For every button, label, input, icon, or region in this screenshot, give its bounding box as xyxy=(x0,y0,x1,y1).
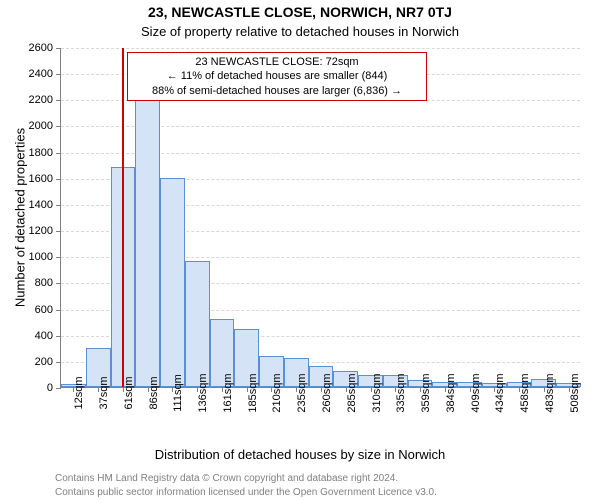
y-tickmark xyxy=(56,153,61,154)
y-tickmark xyxy=(56,388,61,389)
x-tick-label: 458sqm xyxy=(519,373,531,412)
y-tickmark xyxy=(56,231,61,232)
y-tick-label: 2600 xyxy=(29,42,53,54)
x-tick-label: 86sqm xyxy=(148,376,160,409)
x-tick-label: 136sqm xyxy=(197,373,209,412)
x-tick-label: 335sqm xyxy=(395,373,407,412)
y-tick-label: 2200 xyxy=(29,94,53,106)
infobox-line: ← 11% of detached houses are smaller (84… xyxy=(134,69,420,83)
y-tick-label: 2400 xyxy=(29,68,53,80)
infobox-line: 23 NEWCASTLE CLOSE: 72sqm xyxy=(134,55,420,69)
chart-subtitle: Size of property relative to detached ho… xyxy=(0,24,600,39)
y-axis-label: Number of detached properties xyxy=(13,58,28,378)
y-tick-label: 800 xyxy=(35,277,53,289)
x-tick-label: 409sqm xyxy=(470,373,482,412)
y-tick-label: 2000 xyxy=(29,120,53,132)
attribution-2: Contains public sector information licen… xyxy=(55,487,437,498)
x-tick-label: 508sqm xyxy=(569,373,581,412)
x-tick-label: 384sqm xyxy=(445,373,457,412)
x-tick-label: 260sqm xyxy=(321,373,333,412)
x-tick-label: 37sqm xyxy=(98,376,110,409)
gridline xyxy=(61,48,580,49)
x-tick-label: 235sqm xyxy=(296,373,308,412)
y-tick-label: 1200 xyxy=(29,225,53,237)
y-tickmark xyxy=(56,310,61,311)
y-tick-label: 1400 xyxy=(29,199,53,211)
y-tick-label: 1600 xyxy=(29,173,53,185)
y-tick-label: 200 xyxy=(35,356,53,368)
y-tick-label: 1000 xyxy=(29,251,53,263)
y-tick-label: 0 xyxy=(47,382,53,394)
x-tick-label: 111sqm xyxy=(172,374,184,412)
x-tick-label: 12sqm xyxy=(73,376,85,409)
y-tick-label: 400 xyxy=(35,330,53,342)
x-tick-label: 210sqm xyxy=(271,373,283,412)
x-tick-label: 161sqm xyxy=(222,373,234,412)
x-axis-label: Distribution of detached houses by size … xyxy=(0,447,600,462)
x-tick-label: 310sqm xyxy=(371,373,383,412)
plot-area: 0200400600800100012001400160018002000220… xyxy=(60,48,580,388)
y-tick-label: 1800 xyxy=(29,147,53,159)
x-tick-label: 434sqm xyxy=(494,373,506,412)
x-tick-label: 483sqm xyxy=(544,373,556,412)
y-tickmark xyxy=(56,74,61,75)
y-tickmark xyxy=(56,362,61,363)
y-tickmark xyxy=(56,257,61,258)
y-tick-label: 600 xyxy=(35,304,53,316)
chart-title: 23, NEWCASTLE CLOSE, NORWICH, NR7 0TJ xyxy=(0,4,600,20)
x-tick-label: 285sqm xyxy=(346,373,358,412)
y-tickmark xyxy=(56,48,61,49)
y-tickmark xyxy=(56,126,61,127)
bar xyxy=(135,84,160,387)
bar xyxy=(160,178,185,387)
x-tick-label: 359sqm xyxy=(420,373,432,412)
y-tickmark xyxy=(56,283,61,284)
attribution-1: Contains HM Land Registry data © Crown c… xyxy=(55,473,398,484)
x-tick-label: 61sqm xyxy=(123,376,135,409)
infobox-line: 88% of semi-detached houses are larger (… xyxy=(134,84,420,98)
bar xyxy=(185,261,210,387)
reference-line xyxy=(122,48,124,387)
y-tickmark xyxy=(56,100,61,101)
y-tickmark xyxy=(56,336,61,337)
y-tickmark xyxy=(56,179,61,180)
x-tick-label: 185sqm xyxy=(247,373,259,412)
infobox: 23 NEWCASTLE CLOSE: 72sqm← 11% of detach… xyxy=(127,52,427,101)
y-tickmark xyxy=(56,205,61,206)
